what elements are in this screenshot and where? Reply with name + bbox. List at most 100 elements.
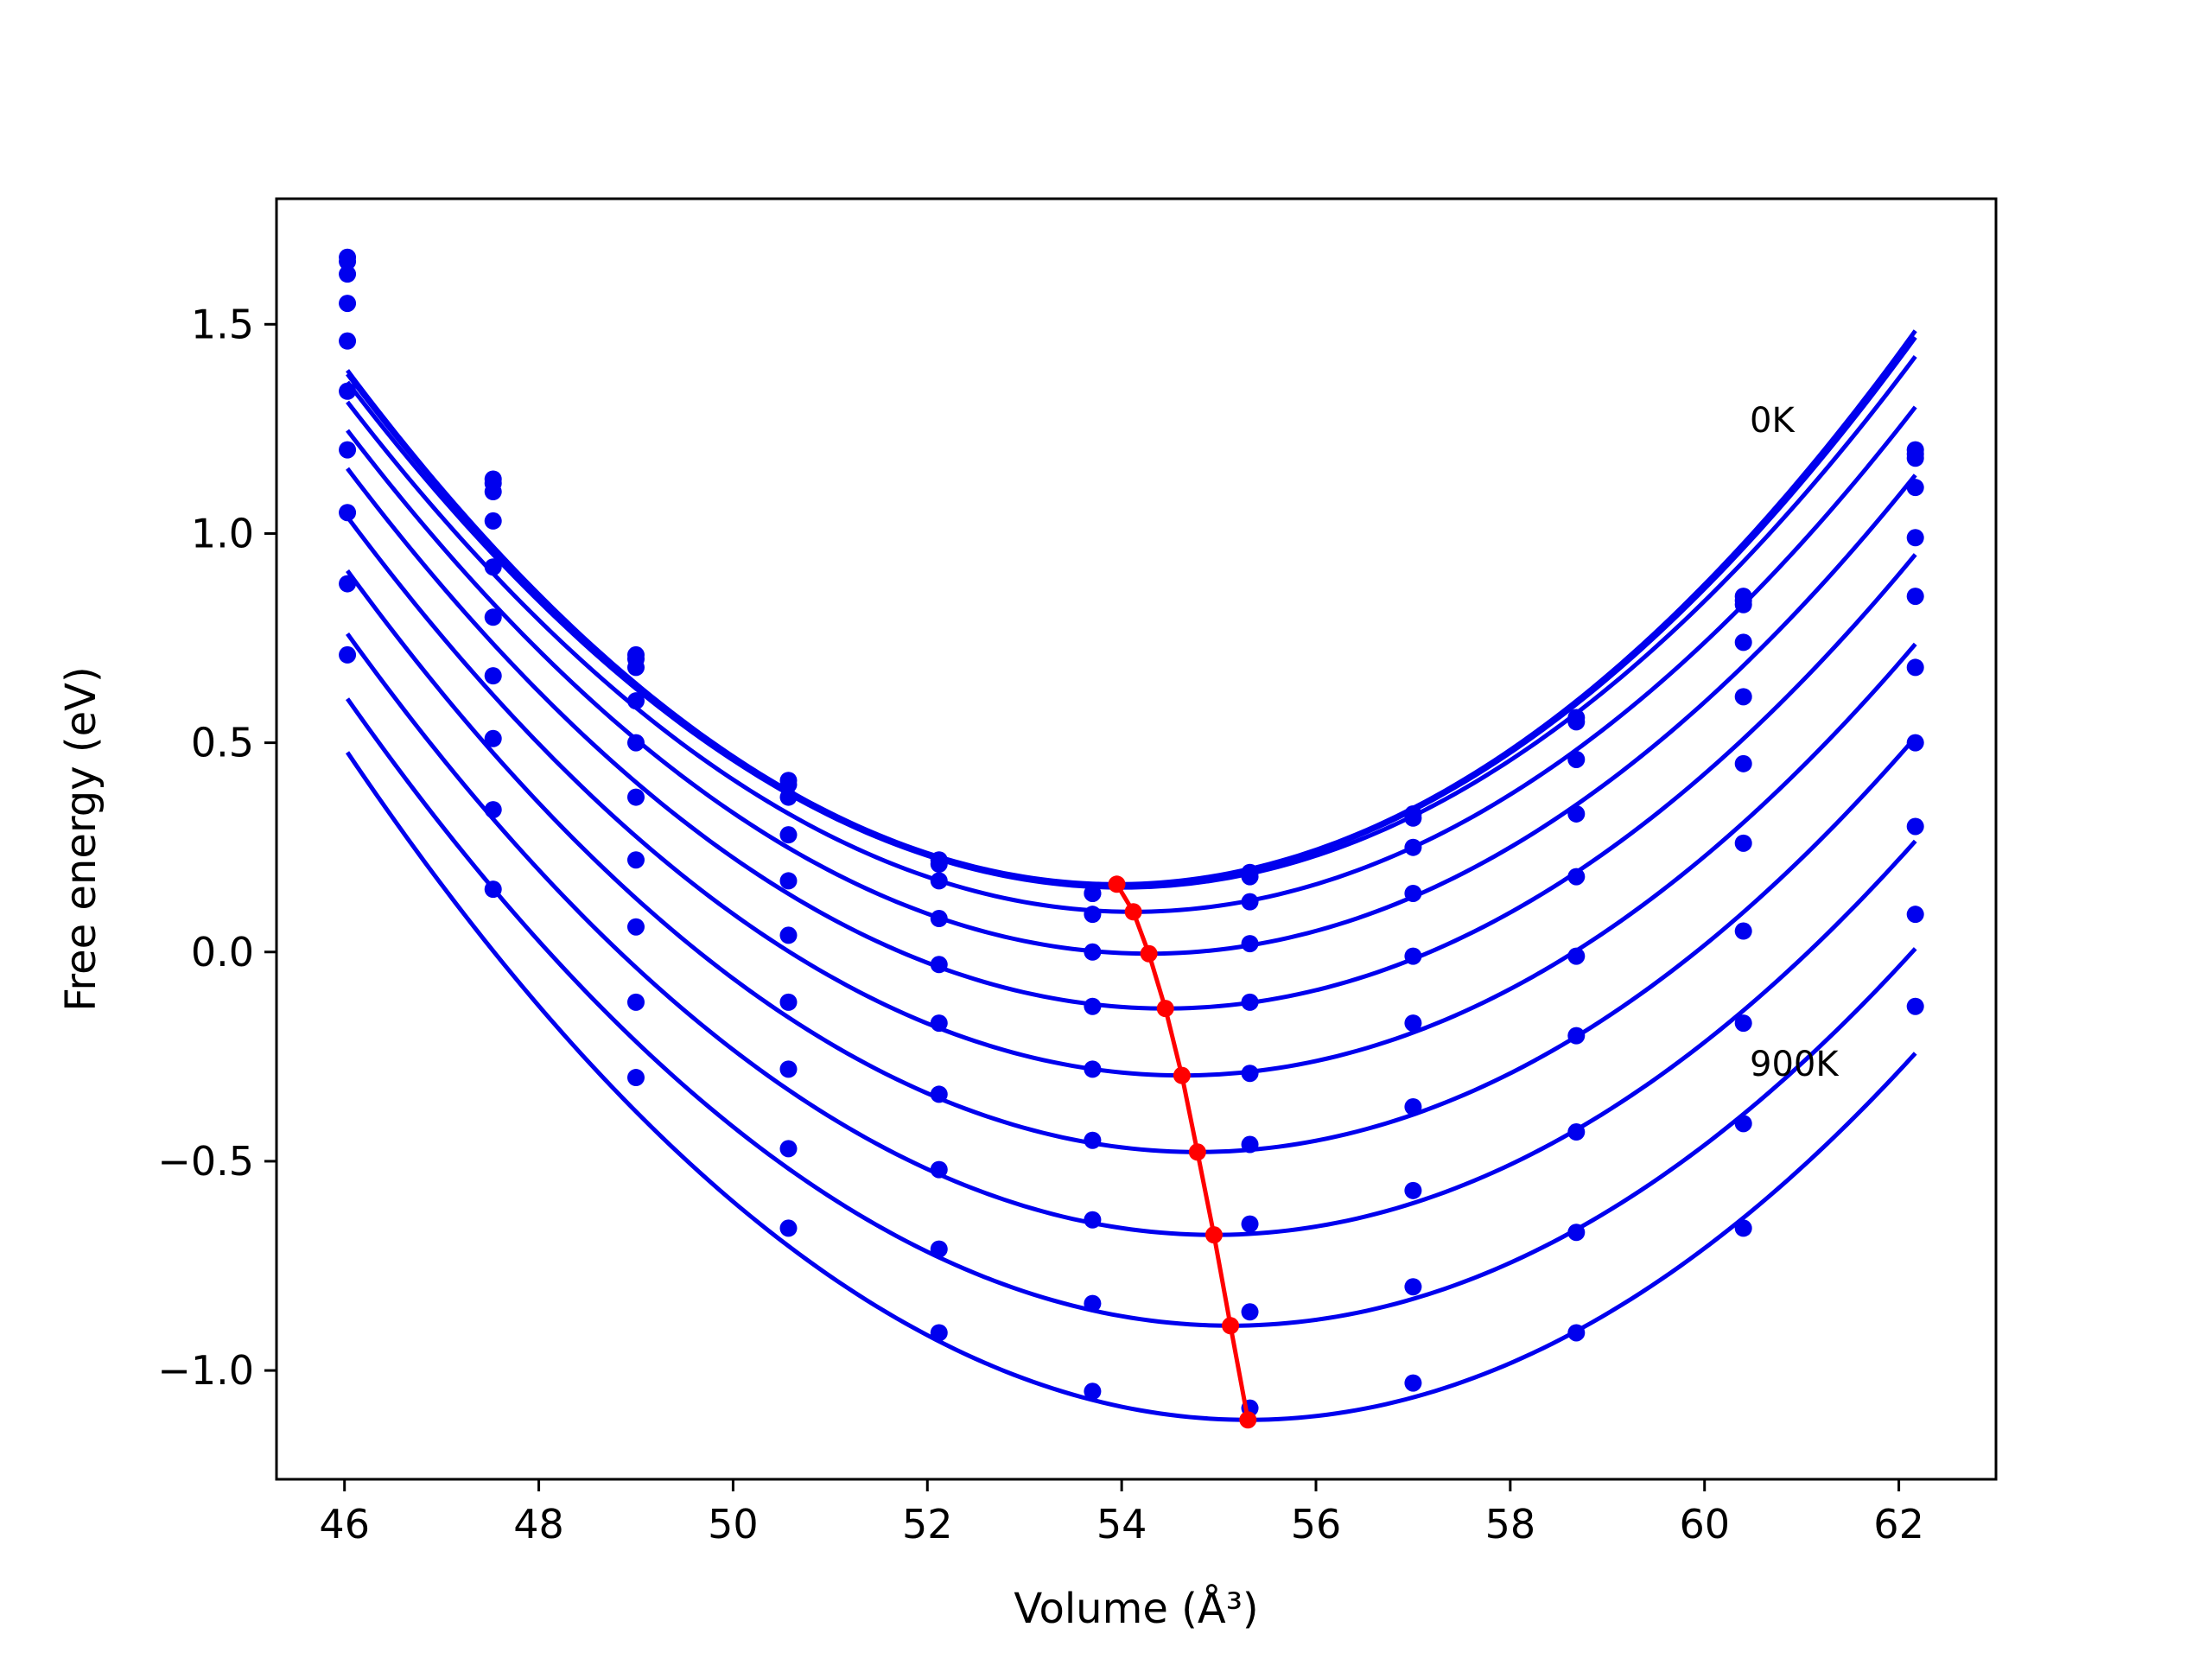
- isotherm-2-point-7: [1404, 838, 1422, 856]
- isotherm-1-point-8: [1567, 713, 1586, 731]
- isotherm-4-point-9: [1734, 688, 1752, 706]
- isotherm-9-point-5: [1084, 1382, 1102, 1401]
- x-tick-label: 50: [708, 1501, 759, 1548]
- isotherm-2-point-6: [1241, 893, 1259, 911]
- annotation-0k: 0K: [1750, 401, 1796, 441]
- isotherm-curves: [346, 329, 1917, 1422]
- equilibrium-point-3: [1156, 1000, 1174, 1018]
- isotherm-3-point-2: [626, 692, 645, 710]
- isotherm-4-point-10: [1906, 529, 1924, 547]
- isotherm-2-point-8: [1567, 750, 1586, 768]
- x-axis-label: Volume (Å³): [1014, 1584, 1258, 1633]
- isotherm-3-point-6: [1241, 935, 1259, 953]
- isotherm-curve-6: [346, 515, 1917, 1078]
- isotherm-8-point-9: [1734, 1014, 1752, 1033]
- equilibrium-point-4: [1173, 1066, 1191, 1084]
- isotherm-curve-5: [346, 467, 1917, 1011]
- isotherm-1-point-5: [1084, 884, 1102, 902]
- isotherm-8-point-1: [484, 801, 502, 819]
- isotherm-2-point-0: [339, 265, 357, 283]
- equilibrium-point-7: [1222, 1317, 1240, 1335]
- isotherm-4-point-1: [484, 558, 502, 576]
- isotherm-3-point-8: [1567, 804, 1586, 823]
- isotherm-3-point-0: [339, 295, 357, 313]
- isotherm-5-point-10: [1906, 588, 1924, 606]
- isotherm-5-point-3: [779, 926, 798, 944]
- isotherm-8-point-7: [1404, 1278, 1422, 1296]
- isotherm-5-point-0: [339, 382, 357, 400]
- equilibrium-point-2: [1140, 944, 1158, 963]
- isotherm-7-point-7: [1404, 1181, 1422, 1199]
- annotation-900k: 900K: [1750, 1045, 1840, 1084]
- isotherm-6-point-10: [1906, 658, 1924, 677]
- isotherm-4-point-5: [1084, 997, 1102, 1015]
- isotherm-9-point-1: [484, 880, 502, 899]
- y-tick-label: −1.0: [157, 1347, 254, 1394]
- isotherm-9-point-3: [779, 1219, 798, 1237]
- equilibrium-volume-line: [1108, 875, 1257, 1429]
- isotherm-9-point-7: [1404, 1374, 1422, 1392]
- isotherm-8-point-5: [1084, 1294, 1102, 1313]
- isotherm-4-point-6: [1241, 993, 1259, 1011]
- isotherm-8-point-10: [1906, 817, 1924, 836]
- isotherm-4-point-4: [930, 956, 948, 974]
- isotherm-8-point-4: [930, 1240, 948, 1258]
- isotherm-8-point-2: [626, 993, 645, 1011]
- isotherm-curve-4: [346, 429, 1917, 957]
- isotherm-curve-7: [346, 569, 1917, 1154]
- isotherm-6-point-0: [339, 441, 357, 459]
- isotherm-10-point-10: [1906, 997, 1924, 1015]
- isotherm-7-point-4: [930, 1160, 948, 1179]
- isotherm-2-point-4: [930, 872, 948, 890]
- isotherm-1-point-0: [339, 252, 357, 270]
- y-axis-ticks: −1.0 −0.5 0.0 0.5 1.0 1.5: [157, 301, 276, 1394]
- y-tick-label: 1.0: [191, 510, 254, 556]
- isotherm-6-point-6: [1241, 1135, 1259, 1154]
- equilibrium-point-0: [1108, 875, 1126, 893]
- isotherm-5-point-1: [484, 608, 502, 626]
- y-tick-label: 1.5: [191, 301, 254, 347]
- y-tick-label: 0.0: [191, 929, 254, 976]
- equilibrium-point-6: [1205, 1226, 1223, 1244]
- isotherm-curve-10: [346, 751, 1917, 1422]
- isotherm-4-point-3: [779, 872, 798, 890]
- isotherm-1-point-4: [930, 855, 948, 874]
- isotherm-7-point-1: [484, 729, 502, 747]
- isotherm-7-point-10: [1906, 734, 1924, 752]
- isotherm-3-point-3: [779, 826, 798, 844]
- isotherm-5-point-6: [1241, 1065, 1259, 1083]
- x-tick-label: 46: [319, 1501, 370, 1548]
- isotherm-2-point-1: [484, 483, 502, 501]
- x-tick-label: 62: [1873, 1501, 1924, 1548]
- x-tick-label: 52: [902, 1501, 953, 1548]
- isotherm-3-point-1: [484, 512, 502, 530]
- isotherm-6-point-5: [1084, 1131, 1102, 1149]
- x-tick-label: 60: [1679, 1501, 1730, 1548]
- isotherm-8-point-0: [339, 575, 357, 593]
- isotherm-5-point-9: [1734, 754, 1752, 772]
- isotherm-8-point-8: [1567, 1224, 1586, 1242]
- isotherm-points: [339, 248, 1924, 1417]
- isotherm-9-point-0: [339, 645, 357, 664]
- isotherm-6-point-1: [484, 667, 502, 685]
- isotherm-8-point-6: [1241, 1303, 1259, 1321]
- plot-frame: [275, 197, 1998, 1481]
- y-tick-label: 0.5: [191, 720, 254, 766]
- equilibrium-point-1: [1124, 903, 1142, 921]
- isotherm-9-point-4: [930, 1324, 948, 1342]
- isotherm-5-point-8: [1567, 947, 1586, 965]
- isotherm-1-point-6: [1241, 868, 1259, 886]
- isotherm-6-point-2: [626, 851, 645, 869]
- x-axis-ticks: 46 48 50 52 54 56 58 60 62: [319, 1479, 1924, 1548]
- isotherm-5-point-2: [626, 788, 645, 806]
- isotherm-4-point-8: [1567, 868, 1586, 886]
- isotherm-curve-1: [346, 335, 1917, 888]
- isotherm-10-point-9: [1734, 1219, 1752, 1237]
- isotherm-7-point-9: [1734, 922, 1752, 940]
- isotherm-curve-9: [346, 697, 1917, 1328]
- isotherm-9-point-9: [1734, 1115, 1752, 1133]
- isotherm-8-point-3: [779, 1140, 798, 1158]
- isotherm-7-point-8: [1567, 1123, 1586, 1141]
